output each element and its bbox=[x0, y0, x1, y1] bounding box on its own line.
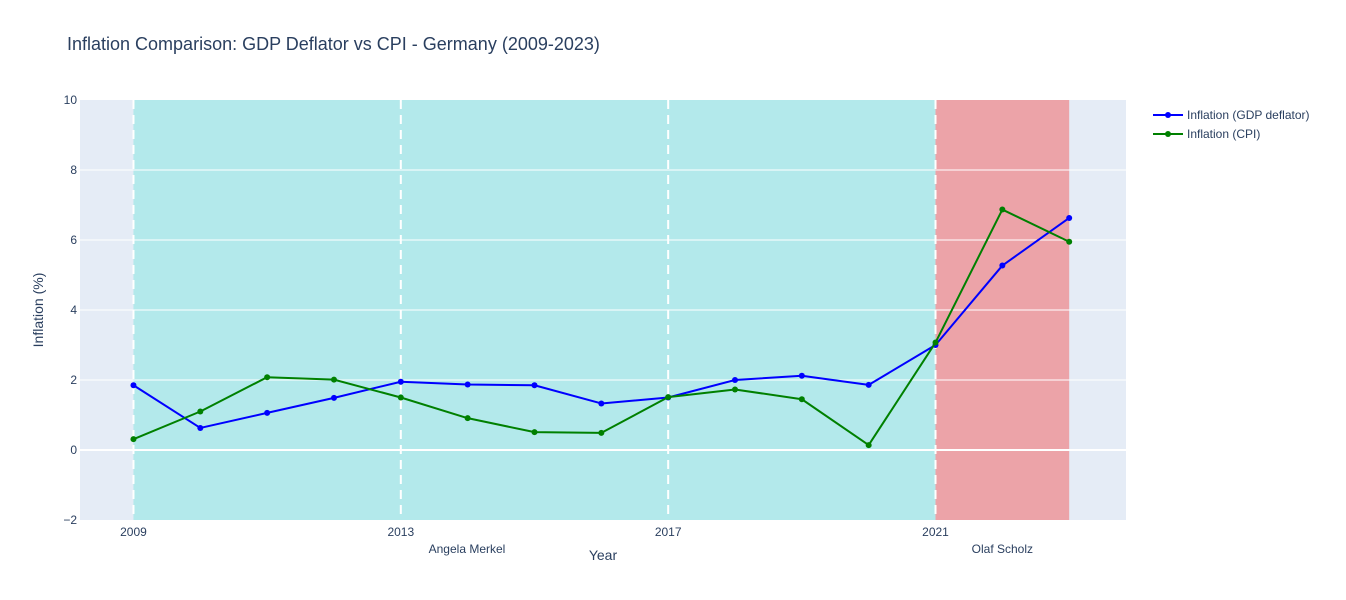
y-axis-title: Inflation (%) bbox=[30, 273, 46, 348]
y-tick-label: 2 bbox=[70, 373, 77, 387]
x-tick-label: 2009 bbox=[120, 525, 147, 539]
data-point[interactable] bbox=[798, 372, 805, 379]
data-point[interactable] bbox=[464, 415, 471, 422]
data-point[interactable] bbox=[665, 394, 672, 401]
legend-label: Inflation (GDP deflator) bbox=[1187, 108, 1310, 122]
x-tick-label: 2021 bbox=[922, 525, 949, 539]
data-point[interactable] bbox=[130, 436, 137, 443]
term-boundary-layer bbox=[132, 100, 937, 520]
data-point[interactable] bbox=[865, 442, 872, 449]
legend-item-0[interactable]: Inflation (GDP deflator) bbox=[1153, 108, 1310, 122]
data-point[interactable] bbox=[197, 424, 204, 431]
data-point[interactable] bbox=[264, 409, 271, 416]
legend-swatch-marker bbox=[1165, 112, 1171, 118]
data-point[interactable] bbox=[999, 206, 1006, 213]
legend[interactable]: Inflation (GDP deflator) Inflation (CPI) bbox=[1153, 108, 1310, 141]
legend-swatch-marker bbox=[1165, 131, 1171, 137]
data-point[interactable] bbox=[865, 381, 872, 388]
series-1 bbox=[130, 206, 1073, 449]
data-point[interactable] bbox=[464, 381, 471, 388]
term-labels: Angela Merkel Olaf Scholz bbox=[429, 542, 1033, 556]
y-tick-label: 0 bbox=[70, 443, 77, 457]
data-point[interactable] bbox=[732, 377, 739, 383]
x-axis-title: Year bbox=[589, 547, 618, 563]
data-point[interactable] bbox=[130, 382, 137, 389]
x-tick-label: 2013 bbox=[387, 525, 414, 539]
legend-item-1[interactable]: Inflation (CPI) bbox=[1153, 127, 1260, 141]
y-tick-label: −2 bbox=[63, 513, 77, 527]
data-point[interactable] bbox=[397, 378, 404, 385]
chart-title: Inflation Comparison: GDP Deflator vs CP… bbox=[67, 34, 600, 54]
legend-label: Inflation (CPI) bbox=[1187, 127, 1260, 141]
data-point[interactable] bbox=[598, 400, 605, 407]
y-tick-label: 6 bbox=[70, 233, 77, 247]
data-point[interactable] bbox=[330, 394, 337, 401]
x-tick-labels: 2009 2013 2017 2021 bbox=[120, 525, 949, 539]
data-point[interactable] bbox=[264, 374, 271, 381]
data-point[interactable] bbox=[1066, 238, 1073, 245]
data-point[interactable] bbox=[397, 394, 404, 401]
data-point[interactable] bbox=[330, 376, 337, 383]
data-point[interactable] bbox=[531, 429, 538, 436]
data-point[interactable] bbox=[732, 386, 739, 393]
data-point[interactable] bbox=[531, 382, 538, 389]
series-layer bbox=[130, 206, 1073, 449]
grid-layer bbox=[80, 169, 1126, 451]
y-tick-label: 8 bbox=[70, 163, 77, 177]
y-tick-label: 10 bbox=[64, 93, 78, 107]
term-label-1: Olaf Scholz bbox=[972, 542, 1033, 556]
y-tick-labels: −2 0 2 4 6 8 10 bbox=[63, 93, 77, 527]
data-point[interactable] bbox=[932, 339, 939, 346]
x-tick-label: 2017 bbox=[655, 525, 682, 539]
data-point[interactable] bbox=[798, 396, 805, 403]
data-point[interactable] bbox=[598, 429, 605, 436]
data-point[interactable] bbox=[999, 262, 1006, 269]
data-point[interactable] bbox=[197, 408, 204, 415]
data-point[interactable] bbox=[1066, 214, 1073, 221]
y-tick-label: 4 bbox=[70, 303, 77, 317]
term-label-0: Angela Merkel bbox=[429, 542, 506, 556]
